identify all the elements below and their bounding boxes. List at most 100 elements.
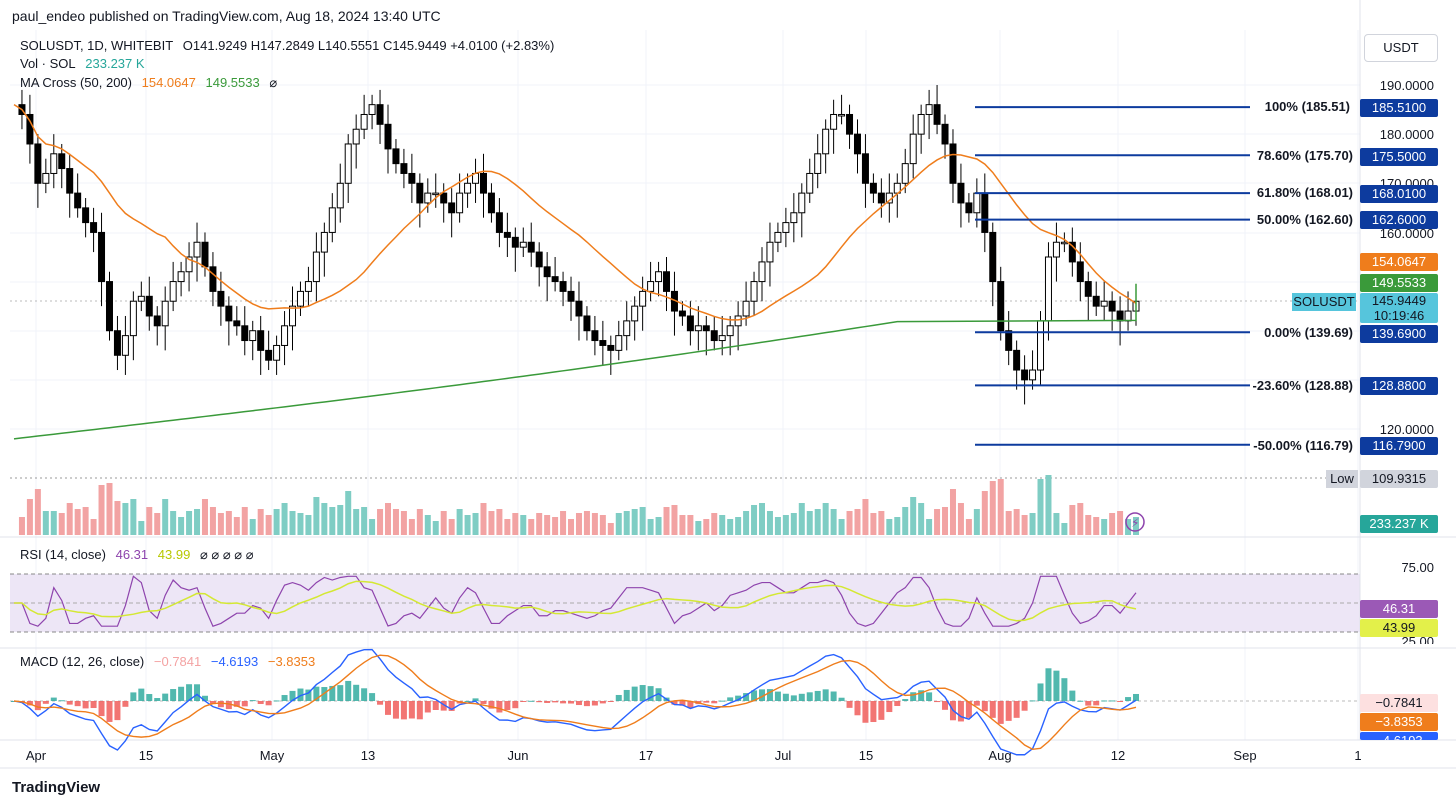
candle-body	[559, 281, 567, 292]
currency-selector[interactable]: USDT	[1364, 34, 1438, 62]
volume-bar-up	[790, 513, 797, 535]
macd-hist-down	[957, 701, 964, 722]
rsi-label: RSI (14, close)	[20, 547, 106, 562]
volume-bar-up	[1101, 519, 1108, 535]
candle-body	[535, 251, 543, 268]
candle-body	[1005, 330, 1013, 351]
ma200-line	[13, 283, 1137, 440]
candle-body	[1021, 369, 1029, 381]
macd-hist-down	[591, 701, 598, 706]
macd-hist-up	[766, 689, 773, 701]
volume-bar-down	[217, 513, 224, 535]
macd-hist-up	[1109, 700, 1116, 702]
candle-body	[814, 153, 822, 174]
macd-hist-down	[265, 701, 272, 706]
macd-hist-up	[1045, 668, 1052, 701]
candle-body	[1116, 310, 1124, 322]
volume-bar-down	[225, 511, 232, 535]
rsi-ma-value: 43.99	[157, 547, 191, 562]
volume-bar-up	[456, 509, 463, 535]
macd-hist-down	[607, 701, 614, 702]
lightning-icon[interactable]	[1125, 512, 1145, 532]
candle-body	[1124, 310, 1132, 322]
candle-body	[50, 153, 58, 174]
low-label-tag: Low	[1326, 470, 1358, 488]
volume-bar-up	[313, 497, 320, 535]
fib-label-neg50: -50.00% (116.79)	[1253, 438, 1353, 453]
macd-hist-down	[1021, 701, 1028, 711]
candle-body	[519, 241, 527, 248]
candle-body	[806, 172, 814, 194]
candle-body	[487, 192, 495, 214]
x-axis-label: Aug	[988, 748, 1012, 763]
volume-bar-down	[496, 509, 503, 535]
volume-bar-up	[623, 511, 630, 535]
volume-bar-down	[568, 519, 575, 535]
macd-hist-down	[934, 701, 941, 703]
macd-hist-up	[472, 698, 479, 701]
volume-bar-up	[297, 513, 304, 535]
volume-bar-down	[18, 517, 25, 535]
candle-body	[392, 148, 400, 165]
macd-hist-down	[568, 701, 575, 704]
candle-body	[312, 251, 320, 283]
fib-tag-50: 162.6000	[1360, 211, 1438, 229]
candle-body	[137, 295, 145, 302]
volume-bar-up	[774, 517, 781, 535]
volume-bar-down	[591, 513, 598, 535]
macd-hist-up	[138, 688, 145, 701]
candle-body	[34, 143, 42, 184]
candle-body	[1052, 241, 1060, 258]
publisher-line: paul_endeo published on TradingView.com,…	[12, 8, 441, 24]
macd-hist-up	[201, 695, 208, 701]
volume-bar-down	[544, 515, 551, 535]
volume-bar-down	[400, 511, 407, 535]
candle-body	[432, 192, 440, 196]
candle-body	[750, 281, 758, 302]
macd-hist-up	[806, 692, 813, 701]
macd-hist-up	[130, 692, 137, 701]
candle-body	[798, 192, 806, 214]
ma200-tag: 149.5533	[1360, 274, 1438, 292]
volume-bar-up	[822, 503, 829, 535]
macd-hist-up	[1037, 683, 1044, 701]
volume-bar-down	[957, 503, 964, 535]
volume-bar-down	[488, 511, 495, 535]
macd-hist-down	[209, 701, 216, 705]
price-axis-label: 190.0000	[1379, 78, 1434, 93]
volume-bar-down	[1013, 509, 1020, 535]
candle-body	[98, 231, 106, 283]
macd-hist-down	[878, 701, 885, 720]
macd-hist-up	[273, 700, 280, 702]
macd-hist-up	[281, 695, 288, 701]
volume-bar-up	[281, 503, 288, 535]
candle-body	[193, 241, 201, 258]
macd-hist-up	[1133, 693, 1139, 701]
macd-hist-up	[719, 700, 726, 702]
rsi-ma-line	[14, 580, 1137, 622]
fibonacci-lines	[975, 106, 1250, 446]
volume-bar-down	[870, 513, 877, 535]
volume-bar-up	[432, 521, 439, 535]
tradingview-logo[interactable]: TradingView	[12, 779, 100, 796]
low-value-tag: 109.9315	[1360, 470, 1438, 488]
volume-bar-down	[504, 519, 511, 535]
fib-tag-618: 168.0100	[1360, 185, 1438, 203]
candle-body	[639, 290, 647, 307]
candle-body	[678, 310, 686, 317]
volume-bar-down	[862, 499, 869, 535]
legend-ma-hide-icon[interactable]: ⌀	[269, 75, 278, 90]
candle-body	[58, 153, 66, 170]
volume-bar-down	[154, 513, 161, 535]
volume-bar-down	[997, 479, 1004, 535]
volume-bar-down	[949, 489, 956, 535]
volume-bar-down	[528, 519, 535, 535]
volume-bar-up	[735, 517, 742, 535]
macd-hist-down	[552, 701, 559, 703]
fib-label-neg236: -23.60% (128.88)	[1252, 378, 1353, 393]
macd-hist-up	[631, 686, 638, 701]
volume-bar-up	[918, 503, 925, 535]
rsi-settings-icons[interactable]: ⌀ ⌀ ⌀ ⌀ ⌀	[199, 547, 254, 562]
macd-hist-up	[305, 689, 312, 701]
